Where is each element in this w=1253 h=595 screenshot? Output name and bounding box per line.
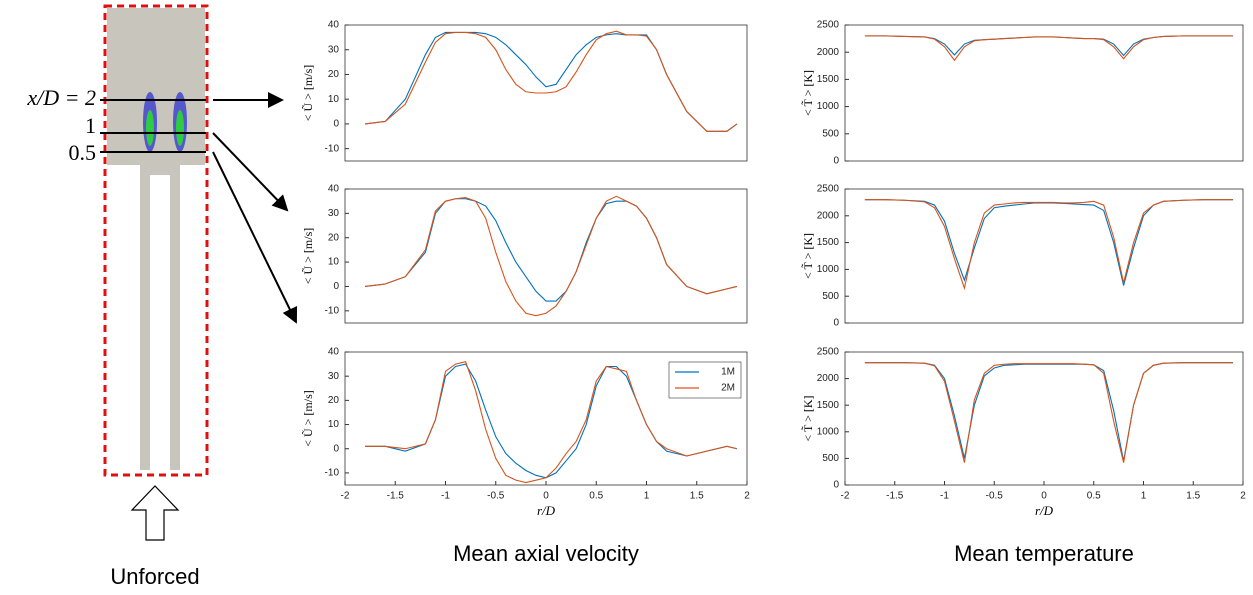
schematic: x/D = 2 1 0.5 Unforced <box>26 4 298 589</box>
y-tick-label: 10 <box>328 257 340 268</box>
y-tick-label: -10 <box>325 143 340 154</box>
data-line <box>864 362 1234 463</box>
x-tick-label: -0.5 <box>487 491 505 502</box>
x-tick-label: 0 <box>543 491 549 502</box>
y-tick-label: 2000 <box>817 47 840 58</box>
y-tick-label: 30 <box>328 371 340 382</box>
y-tick-label: 0 <box>333 281 339 292</box>
y-tick-label: 20 <box>328 395 340 406</box>
y-tick-label: -10 <box>325 305 340 316</box>
y-tick-label: 0 <box>333 119 339 130</box>
y-tick-label: 0 <box>333 443 339 454</box>
y-axis-label: < Ũ > [m/s] <box>301 390 315 447</box>
x-tick-label: -2 <box>841 491 850 502</box>
data-line <box>864 199 1234 291</box>
plot-frame <box>344 24 748 162</box>
x-tick-label: -0.5 <box>986 491 1004 502</box>
y-tick-label: 0 <box>833 318 839 329</box>
y-axis-label: < T̃ > [K] <box>800 70 814 116</box>
plot: -10 0 10 20 30 40 -2 -1.5 -1 -0.5 0 0.5 1 1.5 2 r/D < Ũ … <box>301 347 750 518</box>
x-tick-label: -1 <box>441 491 450 502</box>
legend-label: 2M <box>721 383 735 394</box>
y-axis-label: < Ũ > [m/s] <box>301 65 315 122</box>
x-tick-label: 2 <box>744 491 750 502</box>
plot: -10 0 10 20 30 40 < Ũ > [m/s] <box>301 20 748 162</box>
x-tick-label: 0 <box>1041 491 1047 502</box>
y-tick-label: 40 <box>328 20 340 31</box>
y-tick-label: 500 <box>822 128 839 139</box>
y-axis-label: < Ũ > [m/s] <box>301 228 315 285</box>
y-tick-label: 1500 <box>817 400 840 411</box>
y-tick-label: 1000 <box>817 264 840 275</box>
x-tick-label: 2 <box>1240 491 1246 502</box>
y-tick-label: 1000 <box>817 101 840 112</box>
y-tick-label: 0 <box>833 156 839 167</box>
plot: -10 0 10 20 30 40 < Ũ > [m/s] <box>301 184 748 324</box>
y-tick-label: 1000 <box>817 426 840 437</box>
plot-frame <box>344 188 748 324</box>
plot: 0 500 1000 1500 2000 2500 < T̃ > [K] <box>800 20 1244 167</box>
y-tick-label: 2500 <box>817 20 840 31</box>
x-tick-label: -1.5 <box>387 491 405 502</box>
y-tick-label: 30 <box>328 208 340 219</box>
y-axis-label: < T̃ > [K] <box>800 395 814 441</box>
y-tick-label: 20 <box>328 69 340 80</box>
y-tick-label: 2000 <box>817 373 840 384</box>
y-tick-label: 10 <box>328 419 340 430</box>
x-tick-label: -1.5 <box>886 491 904 502</box>
x-tick-label: -1 <box>940 491 949 502</box>
y-tick-label: 1500 <box>817 74 840 85</box>
y-axis-label: < T̃ > [K] <box>800 233 814 279</box>
schematic-label: 0.5 <box>69 140 97 165</box>
y-tick-label: 10 <box>328 94 340 105</box>
x-tick-label: 1 <box>1141 491 1147 502</box>
x-axis-label: r/D <box>1035 503 1054 518</box>
y-tick-label: 30 <box>328 44 340 55</box>
legend-box <box>668 361 742 399</box>
x-tick-label: 1.5 <box>690 491 704 502</box>
x-tick-label: 0.5 <box>1087 491 1101 502</box>
y-tick-label: -10 <box>325 468 340 479</box>
data-line <box>365 361 738 484</box>
x-axis-label: r/D <box>537 503 556 518</box>
plot-frame <box>844 351 1244 486</box>
y-tick-label: 40 <box>328 184 340 195</box>
x-tick-label: 0.5 <box>589 491 603 502</box>
y-tick-label: 20 <box>328 232 340 243</box>
data-line <box>365 195 738 317</box>
schematic-label: 1 <box>85 113 96 138</box>
x-tick-label: 1 <box>644 491 650 502</box>
y-tick-label: 40 <box>328 347 340 358</box>
plot-frame <box>844 188 1244 324</box>
y-tick-label: 2500 <box>817 347 840 358</box>
legend-label: 1M <box>721 367 735 378</box>
y-tick-label: 0 <box>833 480 839 491</box>
column-title: Mean temperature <box>954 541 1134 566</box>
x-tick-label: -2 <box>341 491 350 502</box>
y-tick-label: 2500 <box>817 184 840 195</box>
y-tick-label: 1500 <box>817 237 840 248</box>
schematic-label: x/D = 2 <box>26 85 96 110</box>
y-tick-label: 500 <box>822 453 839 464</box>
column-title: Mean axial velocity <box>453 541 639 566</box>
x-tick-label: 1.5 <box>1186 491 1200 502</box>
y-tick-label: 500 <box>822 291 839 302</box>
y-tick-label: 2000 <box>817 210 840 221</box>
plot-frame <box>844 24 1244 162</box>
data-line <box>365 30 738 132</box>
plot: 0 500 1000 1500 2000 2500 -2 -1.5 -1 -0.5 0 0.5 1 1.5… <box>800 347 1246 518</box>
caption: Unforced <box>110 564 199 589</box>
data-line <box>864 35 1234 62</box>
plot: 0 500 1000 1500 2000 2500 < T̃ > [K] <box>800 184 1244 329</box>
